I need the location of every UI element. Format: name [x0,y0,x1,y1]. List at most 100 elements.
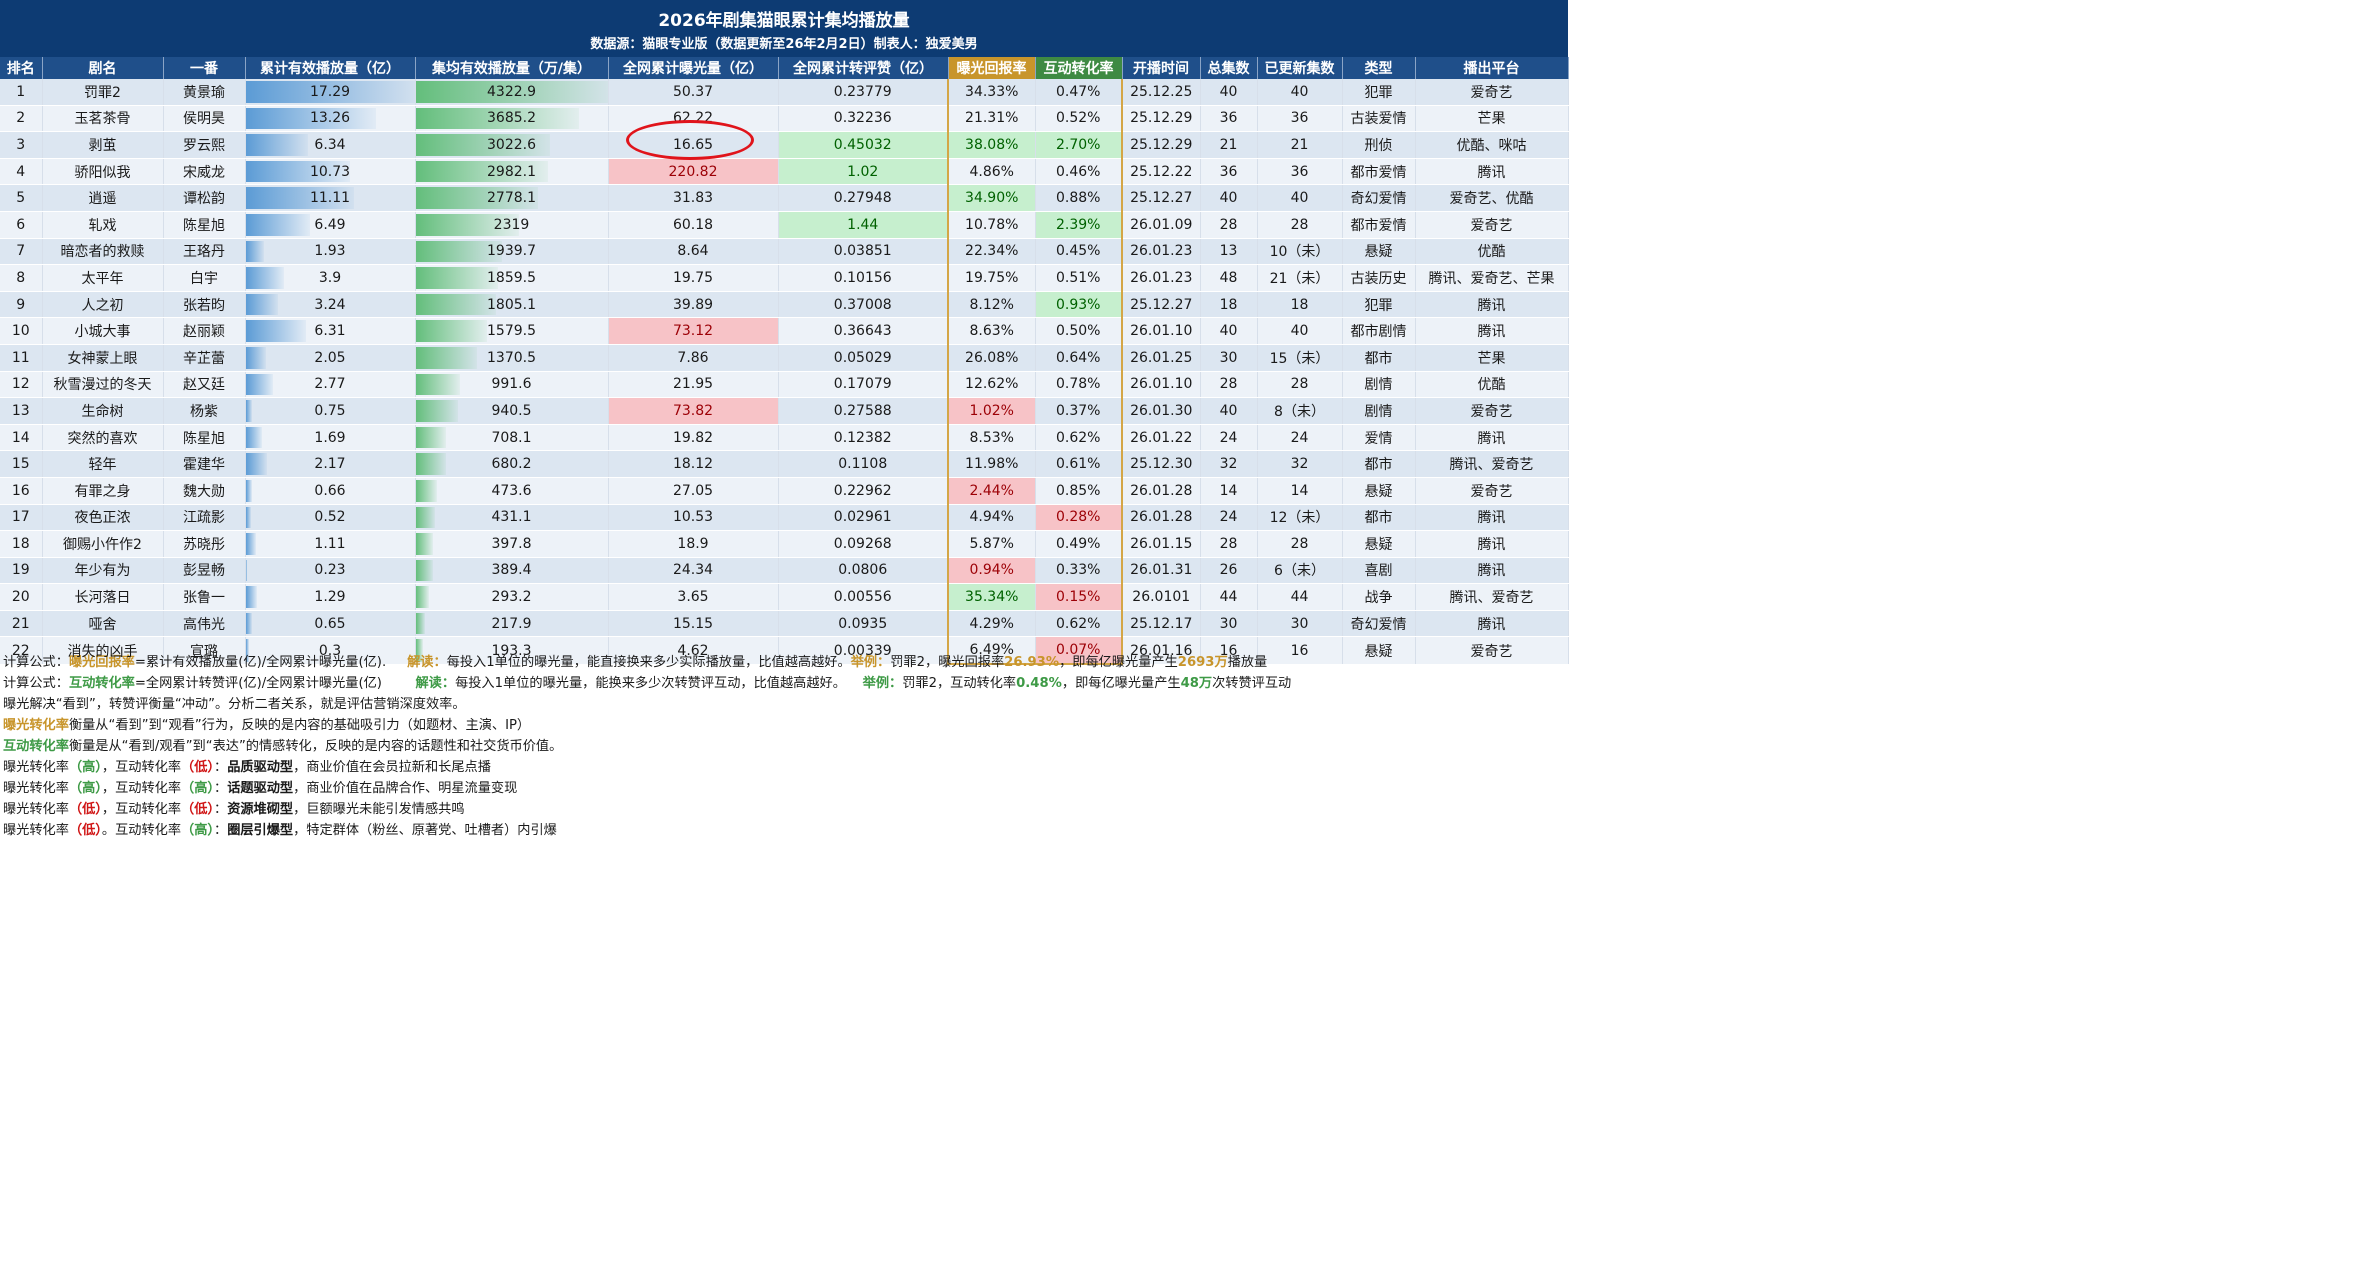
exposure-roi-cell-text: 5.87% [969,535,1014,552]
genre-cell-text: 都市剧情 [1350,324,1407,341]
exposure-roi-cell-text: 21.31% [965,110,1019,127]
drama-name-cell: 消失的凶手 [42,636,164,665]
start-date-cell: 25.12.27 [1122,291,1201,319]
avg-views-data-bar [415,134,550,156]
rank-cell: 10 [0,317,43,345]
interaction-cell-text: 0.17079 [833,376,892,393]
total-episodes-cell: 40 [1200,184,1258,212]
avg-views-data-bar [415,293,497,316]
genre-cell: 犯罪 [1342,79,1416,106]
conversion-cell: 0.78% [1035,371,1123,399]
lead-actor-cell: 罗云熙 [163,131,246,159]
avg-views-cell-text: 708.1 [491,429,532,446]
drama-name-cell: 轻年 [42,450,164,478]
interaction-cell-text: 0.00339 [833,642,892,659]
platform-cell: 芒果 [1415,105,1569,133]
drama-name-cell: 暗恋者的救赎 [42,238,164,266]
drama-name-cell: 女神蒙上眼 [42,344,164,372]
drama-name-cell-text: 逍遥 [88,191,117,208]
lead-actor-cell-text: 彭昱畅 [183,563,225,580]
avg-views-cell: 940.5 [415,397,609,425]
conversion-cell: 0.85% [1035,477,1123,505]
exposure-cell: 18.12 [608,450,779,478]
start-date-cell: 26.01.09 [1122,211,1201,239]
avg-views-data-bar [415,639,424,662]
start-date-cell-text: 26.01.23 [1130,269,1193,286]
interaction-cell-text: 0.23779 [833,83,892,100]
lead-actor-cell: 张若昀 [163,291,246,319]
exposure-roi-cell-text: 26.08% [965,349,1019,366]
platform-cell-text: 腾讯 [1477,324,1506,341]
platform-cell: 优酷 [1415,238,1569,266]
title-band: 2026年剧集猫眼累计集均播放量 数据源：猫眼专业版（数据更新至26年2月2日）… [0,0,1568,57]
exposure-cell: 24.34 [608,557,779,585]
lead-actor-cell: 陈星旭 [163,211,246,239]
views-data-bar [245,187,354,209]
genre-cell: 都市剧情 [1342,317,1416,345]
avg-views-cell-text: 217.9 [491,615,532,632]
exposure-roi-cell-text: 19.75% [965,269,1019,286]
exposure-roi-cell: 38.08% [947,131,1036,159]
avg-views-cell: 2319 [415,211,609,239]
table-row: 14 突然的喜欢 陈星旭 1.69 708.1 19.82 0.12382 8.53% 0.62… [0,424,1569,452]
updated-episodes-cell: 10（未） [1257,238,1343,266]
platform-cell: 腾讯 [1415,557,1569,585]
start-date-cell: 25.12.29 [1122,105,1201,133]
start-date-cell-text: 25.12.30 [1130,456,1193,473]
platform-cell: 爱奇艺 [1415,477,1569,505]
interaction-cell-text: 0.00556 [833,589,892,606]
exposure-roi-cell: 1.02% [947,397,1036,425]
exposure-cell-text: 220.82 [668,163,718,180]
avg-views-data-bar [415,213,520,236]
platform-cell: 腾讯、爱奇艺、芒果 [1415,264,1569,292]
rank-cell: 19 [0,557,43,585]
start-date-cell-text: 26.01.16 [1130,642,1193,659]
total-episodes-cell-text: 16 [1219,642,1238,659]
drama-name-cell-text: 生命树 [81,403,124,420]
rank-cell: 1 [0,79,43,106]
total-episodes-cell-text: 32 [1219,456,1238,473]
exposure-roi-cell-text: 0.94% [969,562,1014,579]
updated-episodes-cell-text: 44 [1290,589,1309,606]
conversion-cell-text: 0.61% [1056,456,1101,473]
total-episodes-cell-text: 40 [1219,83,1238,100]
platform-cell: 爱奇艺 [1415,79,1569,106]
exposure-roi-cell: 4.29% [947,610,1036,638]
exposure-cell: 31.83 [608,184,779,212]
avg-views-cell: 708.1 [415,424,609,452]
avg-views-cell: 1939.7 [415,238,609,266]
views-cell: 0.3 [245,636,416,665]
platform-cell: 腾讯 [1415,291,1569,319]
conversion-cell-text: 0.51% [1056,269,1101,286]
lead-actor-cell-text: 王珞丹 [183,244,225,261]
total-episodes-cell-text: 40 [1219,190,1238,207]
genre-cell: 悬疑 [1342,238,1416,266]
start-date-cell: 25.12.17 [1122,610,1201,638]
lead-actor-cell-text: 高伟光 [183,616,225,633]
updated-episodes-cell: 28 [1257,371,1343,399]
table-body: 1 罚罪2 黄景瑜 17.29 4322.9 50.37 0.23779 34.33% 0.47… [0,79,1569,666]
updated-episodes-cell-text: 30 [1290,615,1309,632]
start-date-cell: 26.01.15 [1122,530,1201,558]
table-title: 2026年剧集猫眼累计集均播放量 [658,11,910,31]
genre-cell: 古装爱情 [1342,105,1416,133]
start-date-cell: 26.01.22 [1122,424,1201,452]
exposure-roi-cell-text: 10.78% [965,216,1019,233]
views-cell: 2.05 [245,344,416,372]
genre-cell: 都市爱情 [1342,211,1416,239]
interaction-cell: 0.17079 [778,371,949,399]
conversion-cell-text: 0.15% [1056,589,1101,606]
lead-actor-cell-text: 赵又廷 [183,377,225,394]
views-cell: 13.26 [245,105,416,133]
avg-views-cell-text: 193.3 [491,642,532,659]
start-date-cell-text: 26.01.28 [1130,482,1193,499]
lead-actor-cell: 陈星旭 [163,424,246,452]
platform-cell-text: 爱奇艺 [1470,483,1513,500]
rank-cell-text: 12 [11,376,30,393]
avg-views-cell: 680.2 [415,450,609,478]
views-data-bar [245,240,265,263]
views-data-bar [245,400,253,422]
platform-cell: 腾讯 [1415,610,1569,638]
platform-cell-text: 芒果 [1477,111,1506,128]
drama-name-cell-text: 夜色正浓 [74,510,131,527]
